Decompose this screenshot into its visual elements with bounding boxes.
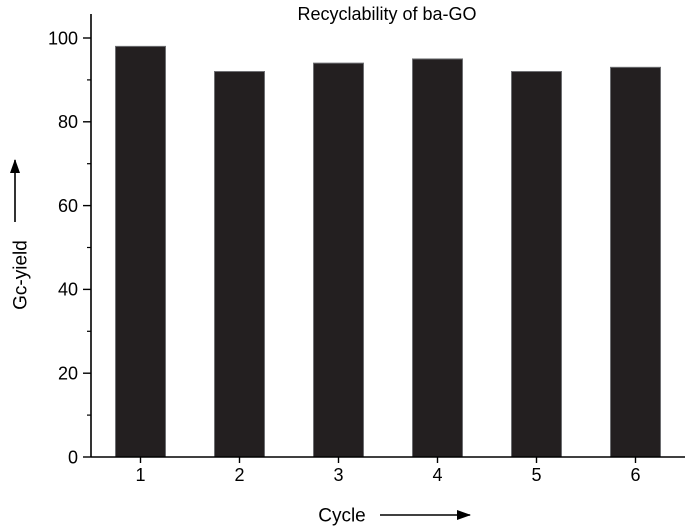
y-tick-label: 100 [48, 28, 78, 48]
x-tick-label: 1 [135, 465, 145, 485]
chart-title: Recyclability of ba-GO [297, 4, 476, 24]
bars-layer [115, 45, 661, 458]
y-tick-label: 60 [58, 196, 78, 216]
y-tick-label: 40 [58, 280, 78, 300]
x-tick-label: 2 [234, 465, 244, 485]
bar-cycle-1 [115, 45, 166, 458]
x-tick-label: 4 [432, 465, 442, 485]
x-tick-label: 6 [630, 465, 640, 485]
bar-cycle-4 [412, 58, 463, 458]
y-ticks-layer: 0 20 40 60 80 100 [48, 28, 91, 467]
x-ticks-layer: 1 2 3 4 5 6 [135, 457, 641, 485]
x-axis-title: Cycle [318, 506, 366, 527]
bar-cycle-3 [313, 62, 364, 458]
bar-cycle-6 [610, 66, 661, 458]
y-tick-label: 80 [58, 112, 78, 132]
x-tick-label: 5 [531, 465, 541, 485]
x-tick-label: 3 [333, 465, 343, 485]
y-tick-label: 0 [68, 447, 78, 467]
bar-cycle-2 [214, 71, 265, 458]
y-axis-title-group: Gc-yield [11, 240, 32, 310]
bar-cycle-5 [511, 71, 562, 458]
y-tick-label: 20 [58, 364, 78, 384]
y-axis-title: Gc-yield [11, 240, 32, 310]
